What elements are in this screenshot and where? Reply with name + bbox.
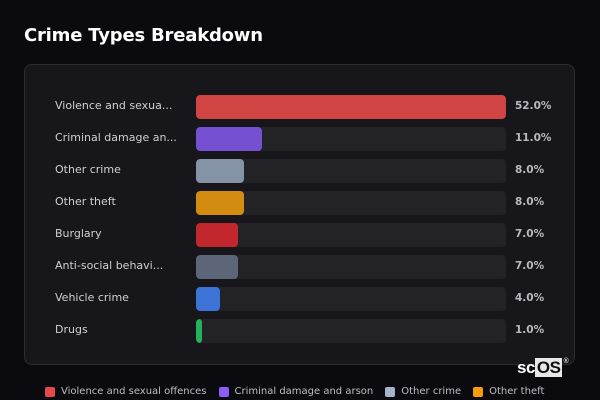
- bar-value: 7.0%: [515, 260, 545, 272]
- legend-label: Violence and sexual offences: [61, 386, 207, 397]
- bar-fill[interactable]: [196, 127, 262, 151]
- bar-track: [196, 287, 506, 311]
- brand-sc: sc: [517, 358, 535, 377]
- registered-mark: ®: [563, 358, 569, 365]
- bar-label: Drugs: [55, 323, 88, 336]
- bar-fill[interactable]: [196, 95, 506, 119]
- bar-track: [196, 191, 506, 215]
- legend-label: Other theft: [489, 386, 545, 397]
- bar-label: Anti-social behavi...: [55, 259, 164, 272]
- brand-os: OS: [534, 358, 563, 377]
- bar-label: Violence and sexua...: [55, 99, 173, 112]
- bar-fill[interactable]: [196, 223, 238, 247]
- chart-legend: Violence and sexual offences Criminal dam…: [45, 386, 544, 397]
- legend-swatch-icon: [218, 386, 229, 397]
- bar-track: [196, 223, 506, 247]
- legend-item[interactable]: Criminal damage and arson: [218, 386, 374, 397]
- bar-label: Burglary: [55, 227, 102, 240]
- legend-item[interactable]: Other crime: [385, 386, 461, 397]
- bar-track: [196, 127, 506, 151]
- bar-label: Other crime: [55, 163, 121, 176]
- bar-row[interactable]: Drugs 1.0%: [25, 319, 574, 343]
- bar-label: Criminal damage an...: [55, 131, 177, 144]
- chart-card: Violence and sexua... 52.0% Criminal damag…: [24, 64, 575, 365]
- bar-value: 52.0%: [515, 100, 552, 112]
- legend-item[interactable]: Violence and sexual offences: [45, 386, 207, 397]
- bar-fill[interactable]: [196, 191, 244, 215]
- bar-fill[interactable]: [196, 255, 238, 279]
- bar-row[interactable]: Burglary 7.0%: [25, 223, 574, 247]
- bar-value: 8.0%: [515, 196, 545, 208]
- legend-label: Other crime: [401, 386, 462, 397]
- legend-swatch-icon: [473, 386, 484, 397]
- bar-track: [196, 319, 506, 343]
- bar-label: Vehicle crime: [55, 291, 129, 304]
- legend-label: Criminal damage and arson: [234, 386, 374, 397]
- legend-swatch-icon: [45, 386, 55, 397]
- bar-track: [196, 95, 506, 119]
- bar-track: [196, 159, 506, 183]
- bar-value: 4.0%: [515, 292, 545, 304]
- bar-fill[interactable]: [196, 287, 220, 311]
- bar-value: 11.0%: [515, 132, 552, 144]
- bar-row[interactable]: Violence and sexua... 52.0%: [25, 95, 574, 119]
- brand-logo: sc OS ®: [517, 358, 569, 378]
- legend-swatch-icon: [385, 386, 396, 397]
- bar-fill[interactable]: [196, 159, 244, 183]
- bar-value: 7.0%: [515, 228, 545, 240]
- bar-value: 8.0%: [515, 164, 545, 176]
- bar-track: [196, 255, 506, 279]
- bar-row[interactable]: Vehicle crime 4.0%: [25, 287, 574, 311]
- bar-fill[interactable]: [196, 319, 202, 343]
- bar-row[interactable]: Criminal damage an... 11.0%: [25, 127, 574, 151]
- legend-item[interactable]: Other theft: [473, 386, 544, 397]
- bar-row[interactable]: Anti-social behavi... 7.0%: [25, 255, 574, 279]
- bar-row[interactable]: Other theft 8.0%: [25, 191, 574, 215]
- bar-label: Other theft: [55, 195, 116, 208]
- page-title: Crime Types Breakdown: [24, 25, 263, 46]
- bar-value: 1.0%: [515, 324, 545, 336]
- bar-row[interactable]: Other crime 8.0%: [25, 159, 574, 183]
